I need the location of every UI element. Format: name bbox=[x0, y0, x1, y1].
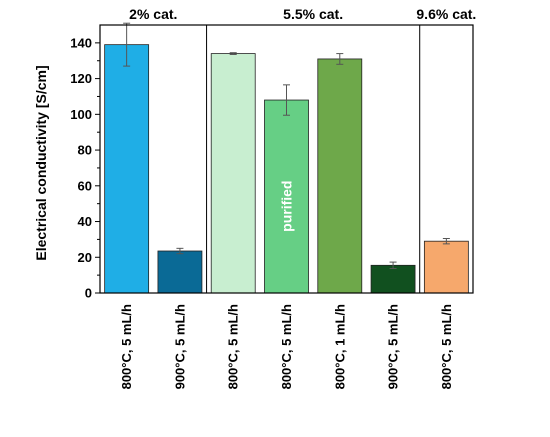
group-label-1: 2% cat. bbox=[129, 6, 177, 22]
bar-2 bbox=[157, 250, 203, 294]
y-tick-label-1: 0 bbox=[85, 286, 92, 301]
y-tick-label-6: 100 bbox=[70, 107, 92, 122]
bar-annotation-1: purified bbox=[279, 180, 295, 231]
x-tick-label-7: 800°C, 5 mL/h bbox=[439, 304, 454, 389]
y-tick-label-7: 120 bbox=[70, 71, 92, 86]
bar-1 bbox=[104, 44, 150, 294]
x-tick-label-2: 900°C, 5 mL/h bbox=[172, 304, 187, 389]
bar-7 bbox=[423, 240, 469, 294]
y-axis-title: Electrical conductivity [S/cm] bbox=[33, 65, 49, 260]
x-tick-label-5: 800°C, 1 mL/h bbox=[332, 304, 347, 389]
plot-frame bbox=[99, 24, 474, 294]
y-tick-label-5: 80 bbox=[78, 143, 92, 158]
group-label-2: 5.5% cat. bbox=[283, 6, 343, 22]
bar-5 bbox=[317, 58, 363, 294]
y-tick-label-8: 140 bbox=[70, 35, 92, 50]
y-tick-label-3: 40 bbox=[78, 214, 92, 229]
y-tick-label-2: 20 bbox=[78, 250, 92, 265]
x-tick-label-4: 800°C, 5 mL/h bbox=[279, 304, 294, 389]
bar-4 bbox=[264, 99, 309, 294]
x-tick-label-6: 900°C, 5 mL/h bbox=[386, 304, 401, 389]
x-tick-label-3: 800°C, 5 mL/h bbox=[226, 304, 241, 389]
bar-6 bbox=[370, 264, 416, 294]
x-tick-label-1: 800°C, 5 mL/h bbox=[119, 304, 134, 389]
plot-area: 800°C, 5 mL/h 900°C, 5 mL/h 800°C, 5 mL/h 8… bbox=[70, 6, 476, 389]
bar-3 bbox=[210, 53, 256, 294]
group-label-3: 9.6% cat. bbox=[416, 6, 476, 22]
y-tick-label-4: 60 bbox=[78, 178, 92, 193]
